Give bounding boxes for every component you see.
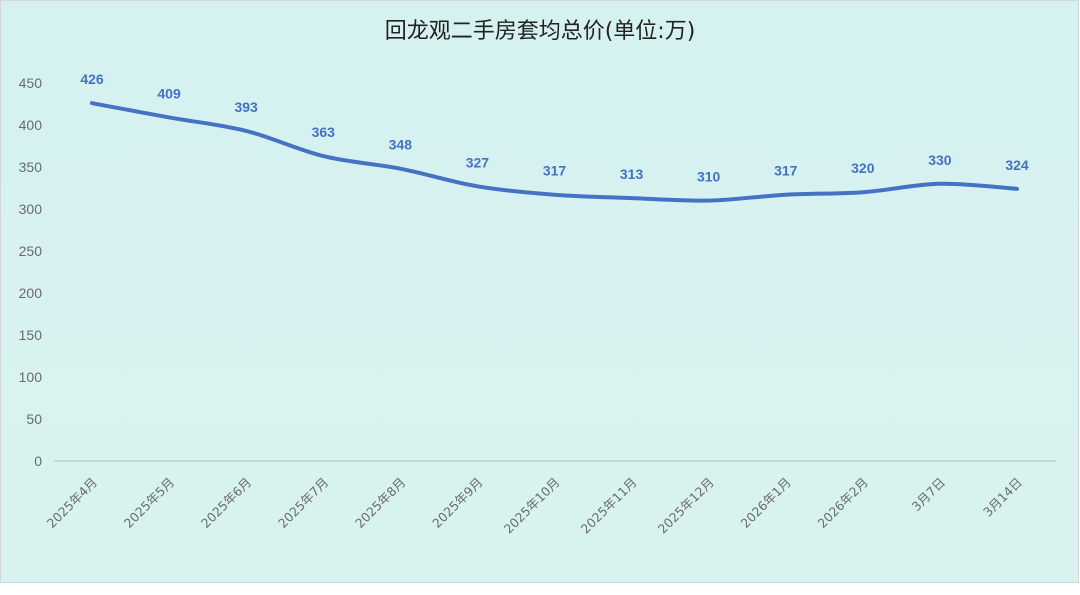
chart-title: 回龙观二手房套均总价(单位:万) bbox=[385, 19, 696, 44]
chart-background bbox=[0, 0, 1079, 583]
y-tick-label: 250 bbox=[19, 243, 43, 259]
y-tick-label: 0 bbox=[34, 453, 42, 469]
y-tick-label: 50 bbox=[26, 411, 42, 427]
data-label: 313 bbox=[620, 166, 644, 182]
data-label: 348 bbox=[389, 137, 413, 153]
data-label: 310 bbox=[697, 169, 721, 185]
data-label: 327 bbox=[466, 154, 490, 170]
y-tick-label: 200 bbox=[19, 285, 43, 301]
drop-lines bbox=[91, 103, 1018, 461]
data-label: 320 bbox=[851, 160, 875, 176]
data-labels: 426 409 393 363 348 327 317 313 310 317 320 330 324 bbox=[80, 71, 1029, 184]
y-axis-ticks: 0 50 100 150 200 250 300 350 400 450 bbox=[19, 75, 43, 469]
y-tick-label: 350 bbox=[19, 159, 43, 175]
y-tick-label: 100 bbox=[19, 369, 43, 385]
series-line bbox=[90, 101, 1019, 203]
data-label: 409 bbox=[157, 85, 181, 101]
data-label: 393 bbox=[234, 99, 258, 115]
y-tick-label: 450 bbox=[19, 75, 43, 91]
data-label: 317 bbox=[543, 163, 567, 179]
data-label: 363 bbox=[312, 124, 336, 140]
y-tick-label: 150 bbox=[19, 327, 43, 343]
data-label: 317 bbox=[774, 163, 798, 179]
data-label: 324 bbox=[1005, 157, 1029, 173]
data-label: 426 bbox=[80, 71, 104, 87]
y-tick-label: 300 bbox=[19, 201, 43, 217]
y-tick-label: 400 bbox=[19, 117, 43, 133]
data-label: 330 bbox=[928, 152, 952, 168]
